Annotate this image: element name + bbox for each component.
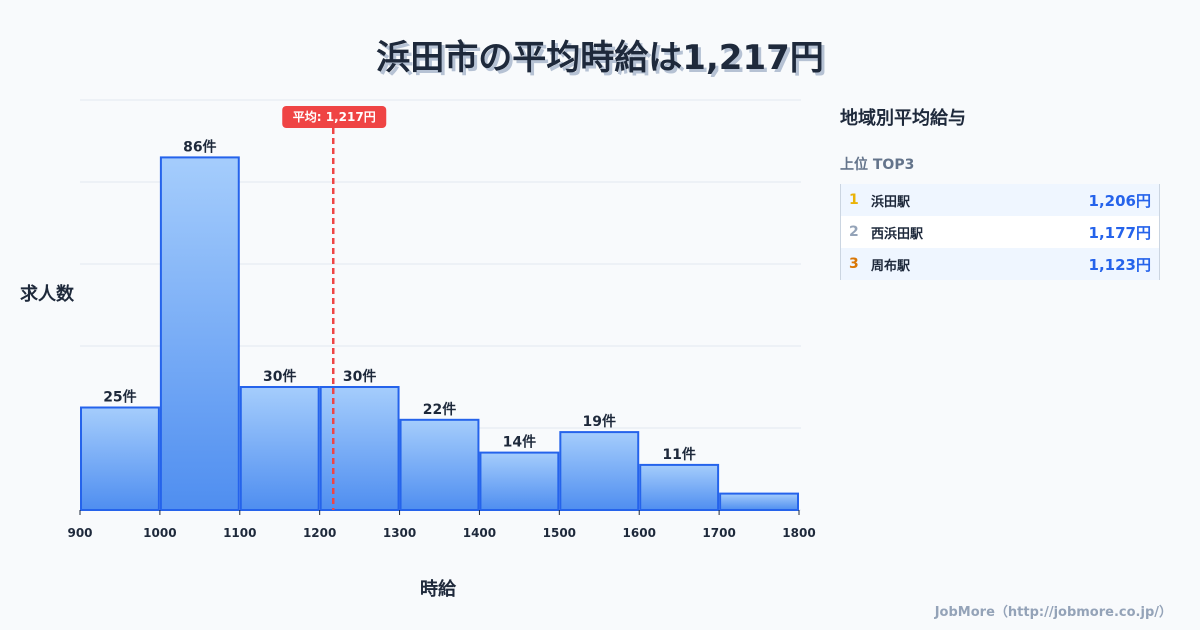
histogram-chart: 25件 86件 30件 30件 22件 14件 19件 11件 900 1000 1100 1200 1… <box>67 99 816 540</box>
x-tick-label: 900 <box>67 526 92 540</box>
histogram-bar <box>639 463 720 511</box>
regional-average-panel: 地域別平均給与 上位 TOP3 1 浜田駅 1,206円 2 西浜田駅 1,177円 3… <box>840 104 1160 280</box>
station-name: 浜田駅 <box>871 194 911 210</box>
average-wage: 1,177円 <box>1088 223 1151 242</box>
y-axis-label: 求人数 <box>20 284 74 305</box>
ranking-table: 1 浜田駅 1,206円 2 西浜田駅 1,177円 3 周布駅 1,123円 <box>840 184 1160 280</box>
footer-credit: JobMore（http://jobmore.co.jp/） <box>934 605 1172 620</box>
ranking-row: 2 西浜田駅 1,177円 <box>841 216 1159 248</box>
histogram-bar <box>239 386 320 511</box>
x-tick-label: 1300 <box>383 526 416 540</box>
rank: 1 <box>849 192 859 208</box>
rank: 2 <box>849 224 859 240</box>
page-title: 浜田市の平均時給は1,217円 <box>376 38 824 78</box>
bar-label: 11件 <box>662 446 695 463</box>
ranking-row: 3 周布駅 1,123円 <box>841 248 1159 280</box>
station-name: 西浜田駅 <box>871 226 924 242</box>
mean-badge <box>282 106 387 128</box>
panel-title: 地域別平均給与 <box>840 108 966 129</box>
x-tick-label: 1600 <box>623 526 656 540</box>
x-tick-label: 1700 <box>702 526 735 540</box>
histogram-bar <box>159 156 240 511</box>
average-wage: 1,123円 <box>1088 255 1151 274</box>
bar-label: 30件 <box>263 368 296 385</box>
panel-subtitle: 上位 TOP3 <box>840 157 915 173</box>
station-name: 周布駅 <box>871 258 911 274</box>
bar-label: 25件 <box>103 389 136 406</box>
average-wage: 1,206円 <box>1088 191 1151 210</box>
ranking-row: 1 浜田駅 1,206円 <box>841 184 1159 216</box>
mean-label: 平均: 1,217円 <box>293 109 376 124</box>
x-tick-label: 1500 <box>543 526 576 540</box>
x-tick-label: 1000 <box>143 526 176 540</box>
histogram-bar <box>559 431 640 512</box>
histogram-bar <box>719 492 799 512</box>
histogram-bar <box>80 406 160 511</box>
rank: 3 <box>849 256 859 272</box>
bar-label: 14件 <box>503 434 536 451</box>
x-axis-label: 時給 <box>420 579 456 600</box>
histogram-bar <box>399 418 480 511</box>
bar-label: 30件 <box>343 368 376 385</box>
x-tick-label: 1400 <box>463 526 496 540</box>
x-tick-label: 1200 <box>303 526 336 540</box>
histogram-bar <box>479 451 560 512</box>
bar-label: 19件 <box>583 413 616 430</box>
x-tick-label: 1100 <box>223 526 256 540</box>
bar-label: 86件 <box>183 138 216 155</box>
x-tick-label: 1800 <box>782 526 815 540</box>
bar-label: 22件 <box>423 401 456 418</box>
